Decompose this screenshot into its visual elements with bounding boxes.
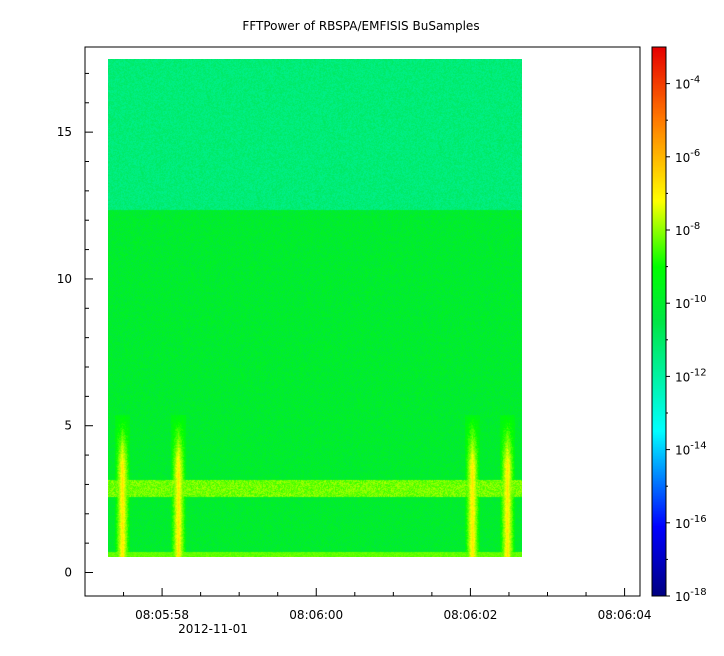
colorbar-tick-label: 10-18 bbox=[675, 587, 707, 604]
x-tick-label: 08:05:58 bbox=[135, 608, 189, 622]
heatmap-image bbox=[108, 58, 523, 557]
x-axis-date-label: 2012-11-01 bbox=[178, 622, 248, 636]
x-tick-label: 08:06:02 bbox=[443, 608, 497, 622]
chart-title: FFTPower of RBSPA/EMFISIS BuSamples bbox=[242, 19, 479, 33]
x-tick-label: 08:06:04 bbox=[598, 608, 652, 622]
y-tick-label: 5 bbox=[64, 419, 72, 433]
colorbar-tick-label: 10-4 bbox=[675, 75, 700, 92]
colorbar bbox=[652, 47, 666, 596]
x-tick-label: 08:06:00 bbox=[289, 608, 343, 622]
colorbar-tick-label: 10-10 bbox=[675, 294, 707, 311]
y-axis: 0 5 10 15 bbox=[57, 72, 93, 580]
y-tick-label: 10 bbox=[57, 272, 72, 286]
x-axis: 08:05:58 08:06:00 08:06:02 08:06:04 bbox=[84, 588, 652, 622]
y-tick-label: 15 bbox=[57, 125, 72, 139]
colorbar-tick-label: 10-14 bbox=[675, 441, 707, 458]
colorbar-frame bbox=[651, 46, 667, 597]
colorbar-tick-label: 10-6 bbox=[675, 148, 700, 165]
colorbar-tick-label: 10-12 bbox=[675, 367, 707, 384]
colorbar-axis: 10-4 10-6 10-8 10-10 10-12 10-14 10-16 10-18 bbox=[666, 75, 707, 604]
y-tick-label: 0 bbox=[64, 566, 72, 580]
colorbar-tick-label: 10-16 bbox=[675, 514, 707, 531]
colorbar-tick-label: 10-8 bbox=[675, 221, 700, 238]
